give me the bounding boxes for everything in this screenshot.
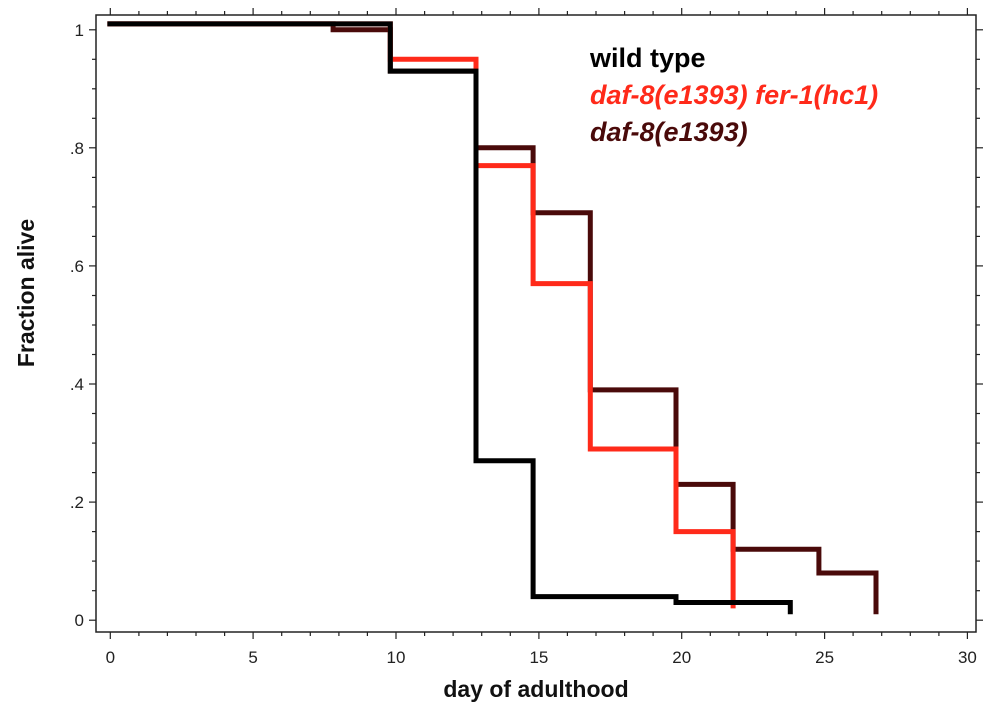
axis-ticks <box>89 8 983 639</box>
legend: wild type daf-8(e1393) fer-1(hc1) daf-8(e1… <box>589 43 878 147</box>
legend-entry-daf-8-e1393: daf-8(e1393) <box>590 117 748 147</box>
x-tick-label: 15 <box>529 648 548 667</box>
y-tick-label: .2 <box>70 493 84 512</box>
y-tick-labels: 0 .2 .4 .6 .8 1 <box>70 21 84 630</box>
series-line-daf-8-e1393-fer-1-hc1 <box>107 21 736 609</box>
legend-entry-wild-type: wild type <box>589 43 706 73</box>
y-axis-title: Fraction alive <box>13 219 39 367</box>
y-tick-label: .6 <box>70 257 84 276</box>
y-tick-label: .8 <box>70 139 84 158</box>
series-layer <box>107 21 879 615</box>
y-tick-label: 0 <box>75 611 84 630</box>
y-tick-label: 1 <box>75 21 84 40</box>
x-tick-label: 0 <box>106 648 115 667</box>
x-tick-labels: 0 5 10 15 20 25 30 <box>106 648 977 667</box>
series-line-daf-8-e1393 <box>107 21 879 615</box>
x-tick-label: 5 <box>248 648 257 667</box>
y-tick-label: .4 <box>70 375 84 394</box>
x-tick-label: 10 <box>387 648 406 667</box>
x-tick-label: 20 <box>672 648 691 667</box>
plot-frame <box>95 14 977 633</box>
x-tick-label: 30 <box>958 648 977 667</box>
x-tick-label: 25 <box>815 648 834 667</box>
legend-entry-daf-8-e1393-fer-1-hc1: daf-8(e1393) fer-1(hc1) <box>590 80 878 110</box>
x-axis-title: day of adulthood <box>443 676 628 702</box>
series-line-wild-type <box>107 21 793 615</box>
